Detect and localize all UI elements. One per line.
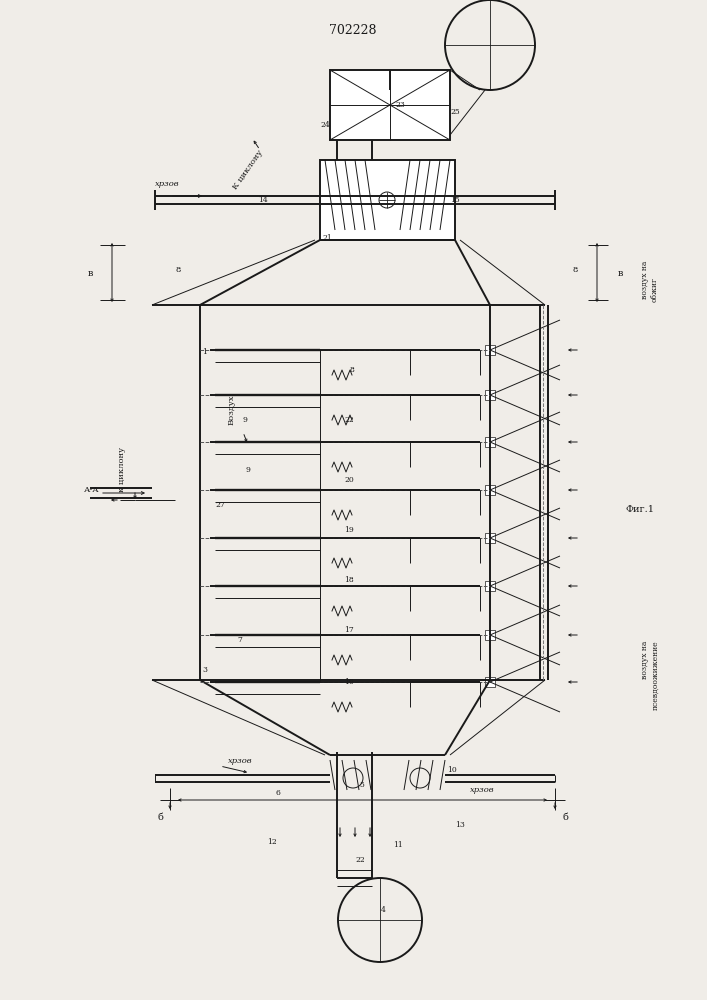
Text: 18: 18 bbox=[344, 576, 354, 584]
Text: 10: 10 bbox=[447, 766, 457, 774]
Text: 9: 9 bbox=[245, 466, 250, 474]
Bar bbox=[485, 437, 495, 447]
Text: 8: 8 bbox=[349, 366, 354, 374]
Text: 13: 13 bbox=[455, 821, 465, 829]
Bar bbox=[485, 390, 495, 400]
Text: 27: 27 bbox=[215, 501, 225, 509]
Text: 11: 11 bbox=[393, 841, 403, 849]
Text: хрзов: хрзов bbox=[228, 757, 252, 765]
Text: 1: 1 bbox=[203, 348, 207, 356]
Text: Воздух: Воздух bbox=[228, 395, 236, 425]
Text: 21: 21 bbox=[322, 234, 332, 242]
Bar bbox=[485, 677, 495, 687]
Bar bbox=[485, 485, 495, 495]
Text: к циклону: к циклону bbox=[118, 448, 126, 492]
Text: 702228: 702228 bbox=[329, 23, 377, 36]
Text: псевдоожижение: псевдоожижение bbox=[651, 640, 659, 710]
Bar bbox=[320, 160, 455, 240]
Text: Фиг.1: Фиг.1 bbox=[625, 506, 654, 514]
Text: А-А: А-А bbox=[84, 486, 100, 494]
Text: 9: 9 bbox=[243, 416, 247, 424]
Bar bbox=[485, 345, 495, 355]
Bar bbox=[330, 70, 450, 140]
Text: в: в bbox=[87, 268, 93, 277]
Text: 17: 17 bbox=[344, 626, 354, 634]
Text: 19: 19 bbox=[344, 526, 354, 534]
Text: 12: 12 bbox=[267, 838, 277, 846]
Text: 15: 15 bbox=[450, 196, 460, 204]
Text: хрзов: хрзов bbox=[155, 180, 180, 188]
Text: 22: 22 bbox=[344, 416, 354, 424]
Text: 25: 25 bbox=[450, 108, 460, 116]
Bar bbox=[485, 533, 495, 543]
Bar bbox=[485, 630, 495, 640]
Text: 22: 22 bbox=[355, 856, 365, 864]
Text: воздух на: воздух на bbox=[641, 261, 649, 299]
Text: обжиг: обжиг bbox=[651, 277, 659, 302]
Text: 24: 24 bbox=[320, 121, 330, 129]
Text: 5: 5 bbox=[360, 781, 364, 789]
Text: 6: 6 bbox=[276, 789, 281, 797]
Text: в: в bbox=[617, 268, 623, 277]
Text: воздух на: воздух на bbox=[641, 641, 649, 679]
Text: хрзов: хрзов bbox=[470, 786, 495, 794]
Text: 23: 23 bbox=[395, 101, 405, 109]
Text: б: б bbox=[562, 812, 568, 822]
Text: 16: 16 bbox=[344, 678, 354, 686]
Bar bbox=[485, 581, 495, 591]
Text: 4: 4 bbox=[380, 906, 385, 914]
Text: 14: 14 bbox=[258, 196, 268, 204]
Text: К циклону: К циклону bbox=[231, 149, 264, 191]
Text: 3: 3 bbox=[202, 666, 207, 674]
Text: 7: 7 bbox=[238, 636, 243, 644]
Text: 20: 20 bbox=[344, 476, 354, 484]
Text: б: б bbox=[157, 812, 163, 822]
Text: 8: 8 bbox=[572, 266, 578, 274]
Text: 8: 8 bbox=[175, 266, 181, 274]
